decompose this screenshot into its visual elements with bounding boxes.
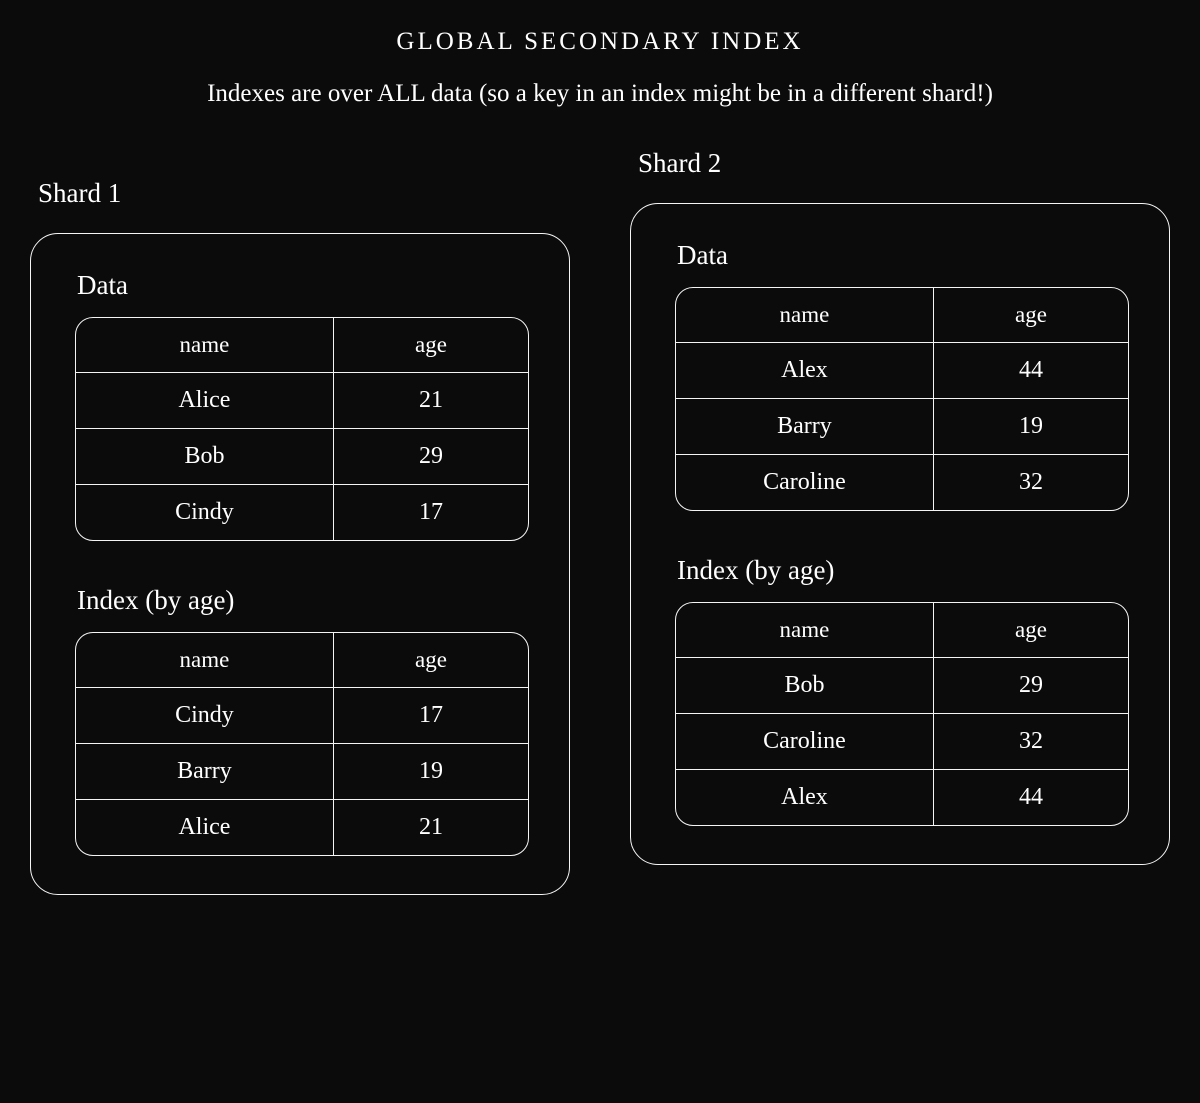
section-label: Index (by age) [75,585,529,616]
data-section: Data name age Alex 44 Barry 19 [675,240,1129,511]
cell-name: Caroline [676,714,934,769]
data-table: name age Alex 44 Barry 19 Caroline 32 [675,287,1129,511]
table-row: Alex 44 [676,770,1128,825]
cell-age: 29 [334,429,528,484]
shard-wrapper: Shard 1 Data name age Alice 21 Bob 29 [30,178,570,895]
cell-age: 44 [934,770,1128,825]
diagram-title: GLOBAL SECONDARY INDEX [20,28,1180,56]
cell-age: 44 [934,343,1128,398]
cell-name: Bob [76,429,334,484]
cell-name: Alex [676,770,934,825]
table-row: Alice 21 [76,800,528,855]
column-header-name: name [676,288,934,342]
table-header-row: name age [76,633,528,688]
cell-name: Barry [76,744,334,799]
shard-label: Shard 2 [630,148,1170,179]
column-header-age: age [934,603,1128,657]
shard-box: Data name age Alice 21 Bob 29 [30,233,570,895]
shards-container: Shard 1 Data name age Alice 21 Bob 29 [20,178,1180,895]
cell-age: 19 [934,399,1128,454]
data-table: name age Alice 21 Bob 29 Cindy 17 [75,317,529,541]
cell-age: 21 [334,373,528,428]
index-section: Index (by age) name age Cindy 17 Barry 1… [75,585,529,856]
table-header-row: name age [76,318,528,373]
cell-age: 29 [934,658,1128,713]
shard-label: Shard 1 [30,178,570,209]
diagram-subtitle: Indexes are over ALL data (so a key in a… [20,80,1180,108]
table-row: Barry 19 [76,744,528,800]
section-label: Data [675,240,1129,271]
column-header-name: name [76,633,334,687]
table-row: Caroline 32 [676,714,1128,770]
cell-name: Alice [76,373,334,428]
data-section: Data name age Alice 21 Bob 29 [75,270,529,541]
section-label: Index (by age) [675,555,1129,586]
table-row: Cindy 17 [76,688,528,744]
cell-name: Cindy [76,688,334,743]
table-header-row: name age [676,288,1128,343]
cell-age: 17 [334,485,528,540]
cell-age: 32 [934,455,1128,510]
cell-name: Alex [676,343,934,398]
table-row: Bob 29 [676,658,1128,714]
index-table: name age Cindy 17 Barry 19 Alice 21 [75,632,529,856]
table-row: Barry 19 [676,399,1128,455]
table-row: Bob 29 [76,429,528,485]
index-table: name age Bob 29 Caroline 32 Alex 44 [675,602,1129,826]
cell-age: 17 [334,688,528,743]
cell-age: 32 [934,714,1128,769]
cell-name: Alice [76,800,334,855]
column-header-name: name [76,318,334,372]
cell-age: 19 [334,744,528,799]
cell-age: 21 [334,800,528,855]
index-section: Index (by age) name age Bob 29 Caroline … [675,555,1129,826]
table-row: Alex 44 [676,343,1128,399]
cell-name: Caroline [676,455,934,510]
shard-wrapper: Shard 2 Data name age Alex 44 Barry 19 [630,148,1170,895]
column-header-age: age [334,318,528,372]
cell-name: Barry [676,399,934,454]
table-header-row: name age [676,603,1128,658]
shard-box: Data name age Alex 44 Barry 19 [630,203,1170,865]
table-row: Cindy 17 [76,485,528,540]
column-header-age: age [334,633,528,687]
column-header-name: name [676,603,934,657]
table-row: Caroline 32 [676,455,1128,510]
cell-name: Cindy [76,485,334,540]
section-label: Data [75,270,529,301]
table-row: Alice 21 [76,373,528,429]
column-header-age: age [934,288,1128,342]
cell-name: Bob [676,658,934,713]
